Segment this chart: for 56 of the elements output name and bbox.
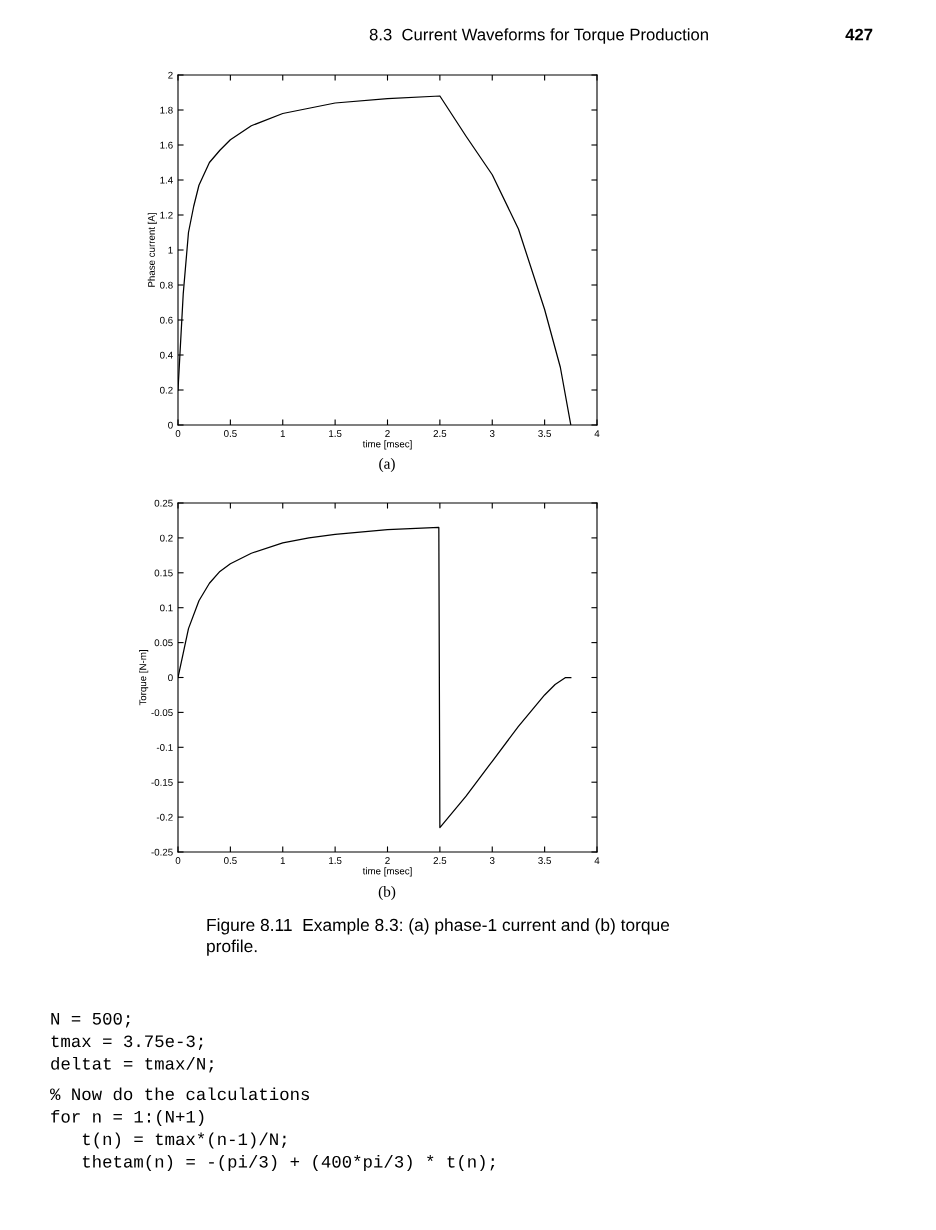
y-axis-title: Torque [N-m] xyxy=(139,650,149,706)
y-tick-label: -0.2 xyxy=(156,813,173,821)
x-tick-label: 2 xyxy=(385,430,390,437)
y-tick-label: 0.4 xyxy=(160,351,173,359)
x-tick-label: 1.5 xyxy=(329,857,342,864)
x-tick-label: 2.5 xyxy=(433,430,447,437)
y-tick-label: 0.15 xyxy=(154,569,173,577)
y-tick-label: 0.1 xyxy=(160,604,173,612)
text: for n = 1:(N+1) xyxy=(51,1109,204,1127)
y-tick-label: 0.2 xyxy=(160,534,173,542)
x-tick-label: 0 xyxy=(175,430,181,437)
y-tick-label: 0.05 xyxy=(154,639,173,647)
y-tick-label: 1 xyxy=(168,246,173,254)
y-tick-label: 2 xyxy=(168,71,173,79)
x-tick-label: 3.5 xyxy=(538,430,551,437)
text: % Now do the calculations xyxy=(50,1087,310,1101)
y-tick-label: 0.25 xyxy=(154,499,173,507)
x-tick-label: 1 xyxy=(280,857,285,864)
text: 8.3 Current Waveforms for Torque Production xyxy=(369,28,708,44)
y-tick-label: 1.6 xyxy=(160,141,173,149)
caption: Figure 8.11 Example 8.3: (a) phase-1 current and (b) torque profile. xyxy=(207,918,670,956)
y-tick-label: -0.15 xyxy=(151,778,173,786)
y-tick-label: -0.25 xyxy=(151,848,173,856)
x-tick-label: 4 xyxy=(594,430,600,437)
x-tick-label: 2 xyxy=(385,857,390,864)
y-tick-label: -0.1 xyxy=(156,744,173,751)
text: tmax = 3.75e-3; xyxy=(51,1035,203,1051)
text: (b) xyxy=(378,886,396,900)
x-tick-label: 0 xyxy=(175,857,181,864)
y-tick-label: 1.8 xyxy=(160,106,173,114)
text: 427 xyxy=(845,28,873,41)
x-tick-label: 0.5 xyxy=(224,430,237,437)
x-axis-title: time [msec] xyxy=(362,440,412,450)
x-tick-label: 3.5 xyxy=(538,857,551,864)
y-tick-label: 0 xyxy=(168,421,173,429)
text: t(n) = tmax*(n-1)/N; xyxy=(82,1132,286,1149)
x-tick-label: 3 xyxy=(489,857,495,864)
text: thetam(n) = -(pi/3) + (400*pi/3) * t(n); xyxy=(82,1154,495,1172)
x-axis-title: time [msec] xyxy=(362,867,412,877)
text: (a) xyxy=(379,458,395,472)
x-tick-label: 0.5 xyxy=(224,857,237,864)
y-tick-label: 1.4 xyxy=(160,176,173,184)
x-tick-label: 1 xyxy=(280,430,285,437)
y-tick-label: 1.2 xyxy=(160,211,173,219)
text: deltat = tmax/N; xyxy=(51,1056,213,1073)
x-tick-label: 2.5 xyxy=(433,857,447,864)
y-axis-title: Phase current [A] xyxy=(147,213,157,287)
y-tick-label: 0.6 xyxy=(160,316,173,324)
y-tick-label: 0.2 xyxy=(160,386,173,394)
y-tick-label: -0.05 xyxy=(151,709,173,717)
y-tick-label: 0.8 xyxy=(160,281,173,289)
text: N = 500; xyxy=(51,1012,130,1028)
x-tick-label: 4 xyxy=(594,857,600,864)
x-tick-label: 3 xyxy=(489,430,495,437)
y-tick-label: 0 xyxy=(168,674,173,682)
x-tick-label: 1.5 xyxy=(329,430,342,437)
